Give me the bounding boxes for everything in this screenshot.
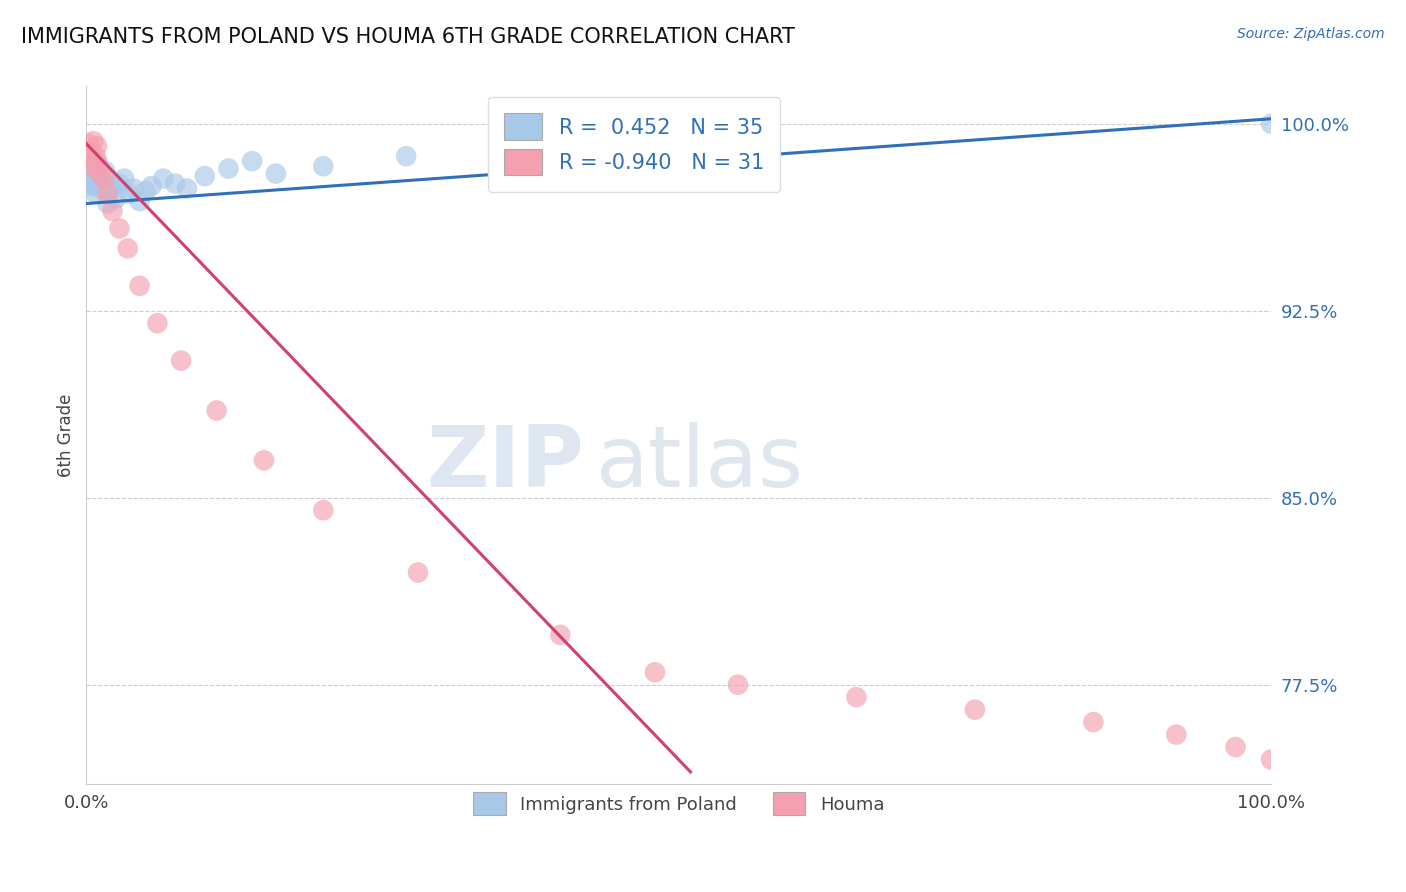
Point	[82, 167, 104, 181]
Point	[1083, 715, 1105, 730]
Point	[89, 181, 111, 195]
Point	[146, 316, 169, 330]
Text: IMMIGRANTS FROM POLAND VS HOUMA 6TH GRADE CORRELATION CHART: IMMIGRANTS FROM POLAND VS HOUMA 6TH GRAD…	[21, 27, 794, 46]
Point	[84, 186, 107, 201]
Point	[79, 146, 101, 161]
Point	[963, 703, 986, 717]
Point	[194, 169, 217, 183]
Point	[644, 665, 666, 680]
Point	[548, 628, 571, 642]
Point	[101, 179, 124, 194]
Point	[128, 194, 150, 208]
Point	[152, 171, 174, 186]
Point	[217, 161, 239, 176]
Point	[108, 221, 131, 235]
Point	[122, 181, 145, 195]
Point	[845, 690, 868, 705]
Point	[165, 177, 187, 191]
Point	[1260, 752, 1282, 766]
Point	[117, 241, 139, 255]
Text: Source: ZipAtlas.com: Source: ZipAtlas.com	[1237, 27, 1385, 41]
Point	[312, 503, 335, 517]
Point	[97, 186, 120, 201]
Point	[176, 181, 198, 195]
Point	[101, 204, 124, 219]
Point	[82, 134, 104, 148]
Point	[94, 164, 117, 178]
Point	[1166, 728, 1188, 742]
Point	[91, 174, 114, 188]
Point	[82, 177, 104, 191]
Point	[86, 139, 108, 153]
Point	[86, 169, 108, 183]
Point	[87, 159, 110, 173]
Point	[93, 171, 115, 186]
Point	[727, 134, 749, 148]
Point	[82, 154, 104, 169]
Point	[79, 161, 101, 176]
Point	[118, 186, 141, 201]
Point	[83, 154, 105, 169]
Point	[80, 179, 103, 194]
Point	[1225, 739, 1247, 754]
Point	[548, 142, 571, 156]
Point	[264, 167, 287, 181]
Point	[406, 566, 429, 580]
Point	[170, 353, 193, 368]
Point	[141, 179, 163, 194]
Point	[104, 192, 127, 206]
Point	[83, 161, 105, 176]
Point	[97, 196, 120, 211]
Point	[87, 156, 110, 170]
Point	[128, 278, 150, 293]
Point	[253, 453, 276, 467]
Legend: Immigrants from Poland, Houma: Immigrants from Poland, Houma	[464, 783, 893, 824]
Text: ZIP: ZIP	[426, 422, 583, 505]
Point	[727, 678, 749, 692]
Point	[77, 136, 100, 151]
Point	[98, 184, 121, 198]
Point	[108, 177, 131, 191]
Y-axis label: 6th Grade: 6th Grade	[58, 393, 75, 477]
Point	[312, 159, 335, 173]
Text: atlas: atlas	[596, 422, 804, 505]
Point	[112, 171, 135, 186]
Point	[77, 171, 100, 186]
Point	[395, 149, 418, 163]
Point	[240, 154, 263, 169]
Point	[80, 142, 103, 156]
Point	[205, 403, 228, 417]
Point	[1260, 117, 1282, 131]
Point	[84, 149, 107, 163]
Point	[89, 167, 111, 181]
Point	[135, 184, 157, 198]
